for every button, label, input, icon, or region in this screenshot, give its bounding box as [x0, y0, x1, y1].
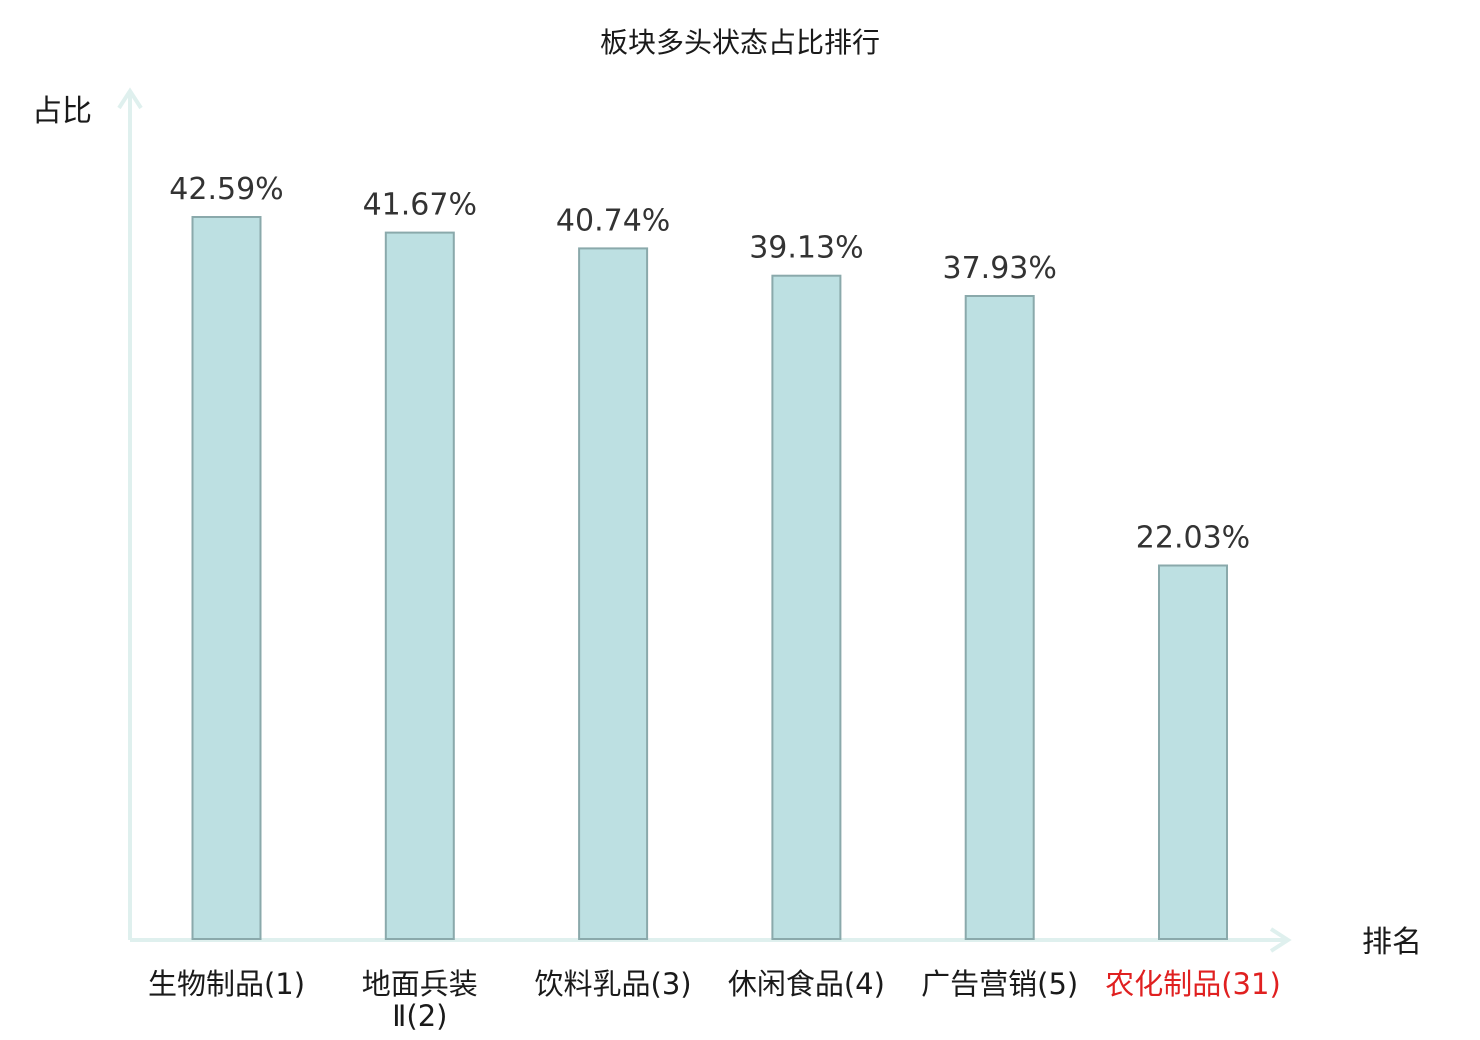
value-labels-layer: 42.59% 41.67% 40.74% 39.13% 37.93% 22.03%	[169, 172, 1250, 556]
x-axis-title: 排名	[1362, 925, 1422, 960]
value-label-0: 42.59%	[169, 172, 283, 207]
category-label-2-line-0: 饮料乳品(3)	[535, 967, 692, 1001]
y-axis-arrow	[117, 87, 143, 110]
category-label-4-line-0: 广告营销(5)	[921, 967, 1078, 1001]
value-label-1: 41.67%	[363, 188, 477, 223]
category-label-5-line-0: 农化制品(31)	[1105, 967, 1281, 1001]
category-label-3-line-0: 休闲食品(4)	[728, 967, 885, 1001]
category-label-0-line-0: 生物制品(1)	[148, 967, 305, 1001]
bar-3	[771, 274, 842, 940]
bar-2	[578, 247, 649, 940]
bar-5	[1158, 564, 1228, 940]
category-label-1-line-0: 地面兵装	[362, 967, 478, 1001]
value-label-3: 39.13%	[749, 231, 863, 266]
bar-1	[384, 231, 455, 941]
value-label-2: 40.74%	[556, 203, 670, 238]
bar-0	[191, 216, 262, 940]
category-label-1-line-1: Ⅱ(2)	[392, 999, 447, 1033]
x-axis-arrow	[1269, 927, 1292, 953]
y-axis-title: 占比	[32, 94, 92, 129]
bars-layer	[191, 216, 1228, 941]
bar-4	[964, 295, 1035, 940]
value-label-5: 22.03%	[1136, 521, 1250, 556]
chart-title: 板块多头状态占比排行	[600, 26, 880, 59]
value-label-4: 37.93%	[943, 251, 1057, 286]
